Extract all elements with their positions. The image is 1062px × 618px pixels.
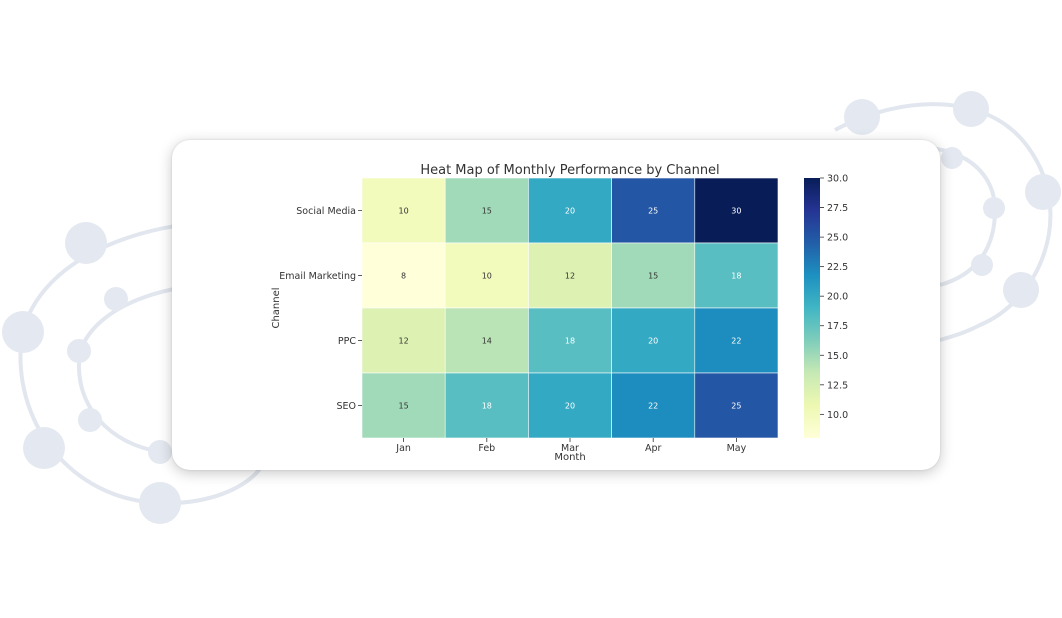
decor-node — [2, 311, 44, 353]
heatmap-cell-value: 25 — [648, 207, 658, 216]
heatmap-cell — [528, 307, 612, 374]
heatmap-cell — [694, 242, 779, 309]
colorbar-tick-label: 10.0 — [827, 410, 848, 421]
heatmap-cell — [528, 372, 612, 439]
x-tick-label: Jan — [395, 443, 411, 454]
heatmap-cell — [694, 372, 779, 439]
heatmap-cell-value: 15 — [648, 272, 658, 281]
heatmap-cell — [444, 372, 529, 439]
heatmap-cell — [361, 372, 446, 439]
heatmap-cell-value: 8 — [401, 272, 406, 281]
heatmap-cell — [444, 307, 529, 374]
heatmap-cell — [611, 372, 696, 439]
colorbar-tick-label: 20.0 — [827, 292, 848, 303]
heatmap-cell — [694, 307, 779, 374]
heatmap-cell-value: 30 — [731, 207, 741, 216]
heatmap-cell-value: 18 — [482, 402, 492, 411]
x-tick-labels: Jan Feb Mar Apr May — [395, 438, 747, 454]
decor-node — [844, 99, 880, 135]
colorbar-tick-label: 15.0 — [827, 351, 848, 362]
x-tick-label: Mar — [561, 443, 579, 454]
heatmap-cell — [611, 177, 696, 244]
decor-node — [65, 222, 107, 264]
heatmap-cell — [361, 307, 446, 374]
heatmap-cell-value: 22 — [648, 402, 658, 411]
colorbar-ticks: 10.0 12.5 15.0 17.5 20.0 22.5 25.0 27.5 30.0 — [820, 174, 848, 421]
decor-node — [983, 197, 1005, 219]
heatmap-cell-value: 10 — [482, 272, 492, 281]
decor-left-outer-arc — [18, 219, 264, 506]
heatmap-cell-value: 10 — [399, 207, 409, 216]
y-tick-label: SEO — [336, 401, 356, 412]
heatmap-cell — [361, 177, 446, 244]
decor-node — [148, 440, 172, 464]
decor-node — [941, 147, 963, 169]
y-tick-label: PPC — [338, 336, 356, 347]
decor-node — [953, 91, 989, 127]
heatmap-cell-value: 20 — [565, 207, 575, 216]
heatmap-cell-value: 12 — [399, 337, 409, 346]
chart-title: Heat Map of Monthly Performance by Chann… — [420, 163, 719, 178]
decor-node — [104, 287, 128, 311]
colorbar — [804, 178, 820, 438]
heatmap-cell-value: 15 — [482, 207, 492, 216]
decor-node — [1003, 272, 1039, 308]
colorbar-tick-label: 22.5 — [827, 262, 848, 273]
heatmap-cell — [528, 242, 612, 309]
y-tick-label: Email Marketing — [279, 271, 356, 282]
colorbar-tick-label: 12.5 — [827, 380, 848, 391]
x-tick-label: Feb — [478, 443, 495, 454]
y-axis-label: Channel — [271, 287, 282, 328]
heatmap-cell-value: 20 — [565, 402, 575, 411]
heatmap-cell-value: 12 — [565, 272, 575, 281]
chart-card: Heat Map of Monthly Performance by Chann… — [172, 140, 940, 470]
heatmap-cell-value: 15 — [399, 402, 409, 411]
decor-node — [1025, 174, 1061, 210]
heatmap-cell — [611, 242, 696, 309]
heatmap-cell — [361, 242, 446, 309]
heatmap-cell-value: 20 — [648, 337, 658, 346]
heatmap-cell-value: 18 — [731, 272, 741, 281]
x-axis-label: Month — [554, 452, 585, 463]
heatmap-cells: 10 15 20 25 30 8 10 12 15 18 12 14 18 20 22 15 18 20 22 25 — [361, 177, 779, 439]
heatmap-cell-value: 18 — [565, 337, 575, 346]
decor-node — [23, 427, 65, 469]
decor-node — [971, 254, 993, 276]
decor-node — [67, 339, 91, 363]
decor-node — [139, 482, 181, 524]
colorbar-gradient — [804, 178, 820, 438]
x-tick-label: Apr — [645, 443, 662, 454]
y-tick-labels: Social Media Email Marketing PPC SEO — [279, 206, 362, 412]
heatmap-cell — [444, 177, 529, 244]
heatmap-cell-value: 14 — [482, 337, 492, 346]
decor-node — [78, 408, 102, 432]
heatmap-chart: Heat Map of Monthly Performance by Chann… — [271, 163, 848, 463]
colorbar-tick-label: 17.5 — [827, 321, 848, 332]
colorbar-tick-label: 30.0 — [827, 174, 848, 185]
y-tick-label: Social Media — [296, 206, 356, 217]
colorbar-tick-label: 25.0 — [827, 233, 848, 244]
heatmap-cell — [528, 177, 612, 244]
x-tick-label: May — [727, 443, 747, 454]
colorbar-tick-label: 27.5 — [827, 203, 848, 214]
heatmap-cell-value: 25 — [731, 402, 741, 411]
heatmap-cell — [611, 307, 696, 374]
heatmap-cell — [444, 242, 529, 309]
heatmap-cell-value: 22 — [731, 337, 741, 346]
